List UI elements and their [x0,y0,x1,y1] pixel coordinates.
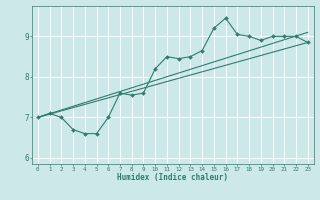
X-axis label: Humidex (Indice chaleur): Humidex (Indice chaleur) [117,173,228,182]
